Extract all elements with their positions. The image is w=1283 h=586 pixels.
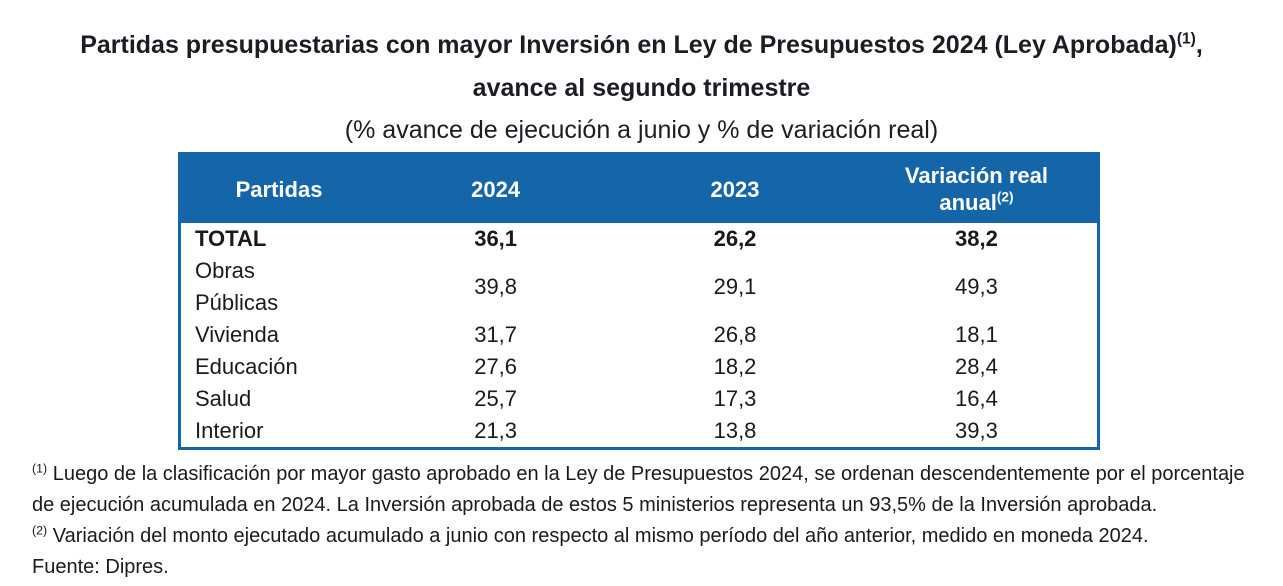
cell-variacion: 39,3 <box>855 415 1099 449</box>
source-line: Fuente: Dipres. <box>32 556 169 578</box>
cell-2024: 31,7 <box>377 319 615 351</box>
cell-2024: 39,8 <box>377 255 615 319</box>
cell-2024: 21,3 <box>377 415 615 449</box>
footnote-2-superscript: (2) <box>32 523 48 538</box>
cell-2023: 26,2 <box>614 223 856 255</box>
cell-2024: 27,6 <box>377 351 615 383</box>
cell-variacion: 38,2 <box>855 223 1099 255</box>
header-variacion-superscript: (2) <box>996 189 1014 205</box>
header-2023: 2023 <box>614 153 856 223</box>
cell-2023: 29,1 <box>614 255 856 319</box>
footnotes: (1) Luego de la clasificación por mayor … <box>32 459 1260 583</box>
table-body: TOTAL 36,1 26,2 38,2 Obras Públicas 39,8… <box>179 223 1099 449</box>
footnote-2: (2) Variación del monto ejecutado acumul… <box>32 521 1260 552</box>
cell-partida: Educación <box>179 351 378 383</box>
cell-2024: 36,1 <box>377 223 615 255</box>
budget-table: Partidas 2024 2023 Variación real anual(… <box>178 152 1100 450</box>
header-partidas: Partidas <box>179 153 378 223</box>
title-superscript: (1) <box>1176 30 1196 48</box>
cell-variacion: 28,4 <box>855 351 1099 383</box>
title-text: Partidas presupuestarias con mayor Inver… <box>80 31 1177 59</box>
cell-variacion: 16,4 <box>855 383 1099 415</box>
table-row-interior: Interior 21,3 13,8 39,3 <box>179 415 1099 449</box>
cell-variacion: 18,1 <box>855 319 1099 351</box>
cell-variacion: 49,3 <box>855 255 1099 319</box>
table-header: Partidas 2024 2023 Variación real anual(… <box>179 153 1099 223</box>
footnote-1: (1) Luego de la clasificación por mayor … <box>32 459 1260 521</box>
cell-partida: Interior <box>179 415 378 449</box>
footnote-1-text: Luego de la clasificación por mayor gast… <box>32 463 1245 516</box>
header-variacion-label: Variación real anual <box>904 163 1048 215</box>
cell-partida: Vivienda <box>179 319 378 351</box>
table-row-obras-publicas: Obras Públicas 39,8 29,1 49,3 <box>179 255 1099 319</box>
footnote-1-superscript: (1) <box>32 461 48 476</box>
table-row-salud: Salud 25,7 17,3 16,4 <box>179 383 1099 415</box>
cell-2023: 18,2 <box>614 351 856 383</box>
table-header-row: Partidas 2024 2023 Variación real anual(… <box>179 153 1099 223</box>
table-row-total: TOTAL 36,1 26,2 38,2 <box>179 223 1099 255</box>
table-row-vivienda: Vivienda 31,7 26,8 18,1 <box>179 319 1099 351</box>
page-title-line1: Partidas presupuestarias con mayor Inver… <box>0 30 1283 61</box>
header-variacion: Variación real anual(2) <box>855 153 1099 223</box>
cell-2024: 25,7 <box>377 383 615 415</box>
cell-2023: 17,3 <box>614 383 856 415</box>
title-tail: , <box>1195 31 1203 59</box>
cell-partida: Obras Públicas <box>179 255 378 319</box>
page-subtitle: (% avance de ejecución a junio y % de va… <box>344 116 939 144</box>
header-2024: 2024 <box>377 153 615 223</box>
cell-partida: Salud <box>179 383 378 415</box>
table-row-educacion: Educación 27,6 18,2 28,4 <box>179 351 1099 383</box>
cell-partida: TOTAL <box>179 223 378 255</box>
cell-2023: 13,8 <box>614 415 856 449</box>
footnote-2-text: Variación del monto ejecutado acumulado … <box>47 525 1149 547</box>
cell-2023: 26,8 <box>614 319 856 351</box>
page-title-line2: avance al segundo trimestre <box>472 74 811 102</box>
